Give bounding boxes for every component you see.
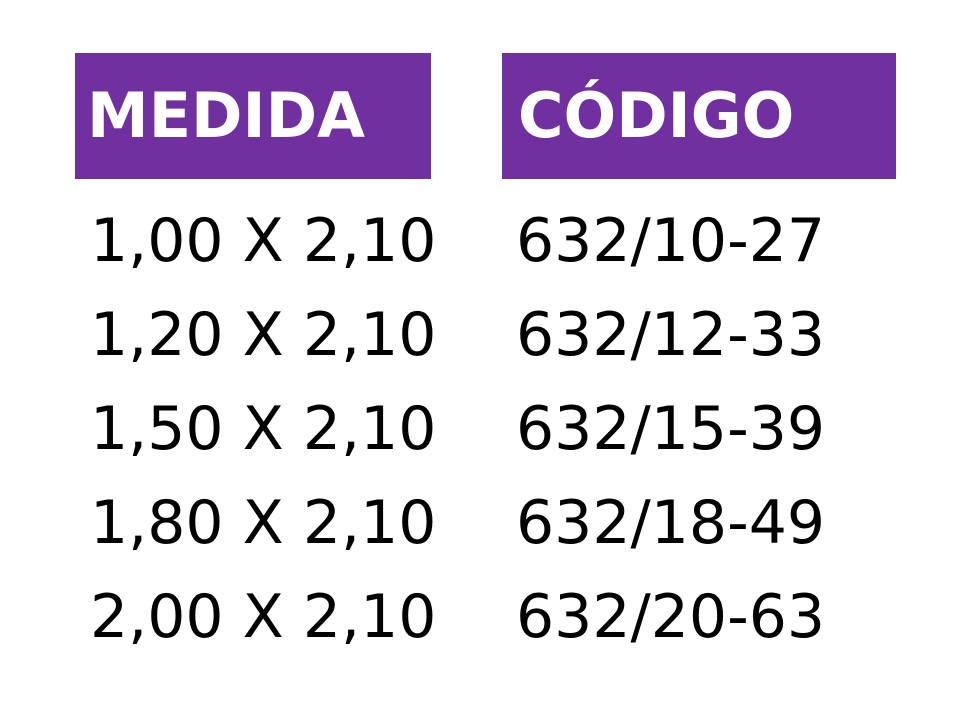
medida-cell: 1,20 X 2,10 [90, 300, 437, 370]
codigo-cell: 632/12-33 [516, 300, 826, 370]
codigo-cell: 632/20-63 [516, 582, 826, 652]
medida-cell: 1,50 X 2,10 [90, 394, 437, 464]
medida-cell: 2,00 X 2,10 [90, 582, 437, 652]
medida-cell: 1,00 X 2,10 [90, 206, 437, 276]
header-medida: MEDIDA [75, 53, 431, 179]
header-codigo: CÓDIGO [502, 53, 896, 179]
codigo-cell: 632/18-49 [516, 488, 826, 558]
codigo-cell: 632/10-27 [516, 206, 826, 276]
medida-cell: 1,80 X 2,10 [90, 488, 437, 558]
codigo-cell: 632/15-39 [516, 394, 826, 464]
